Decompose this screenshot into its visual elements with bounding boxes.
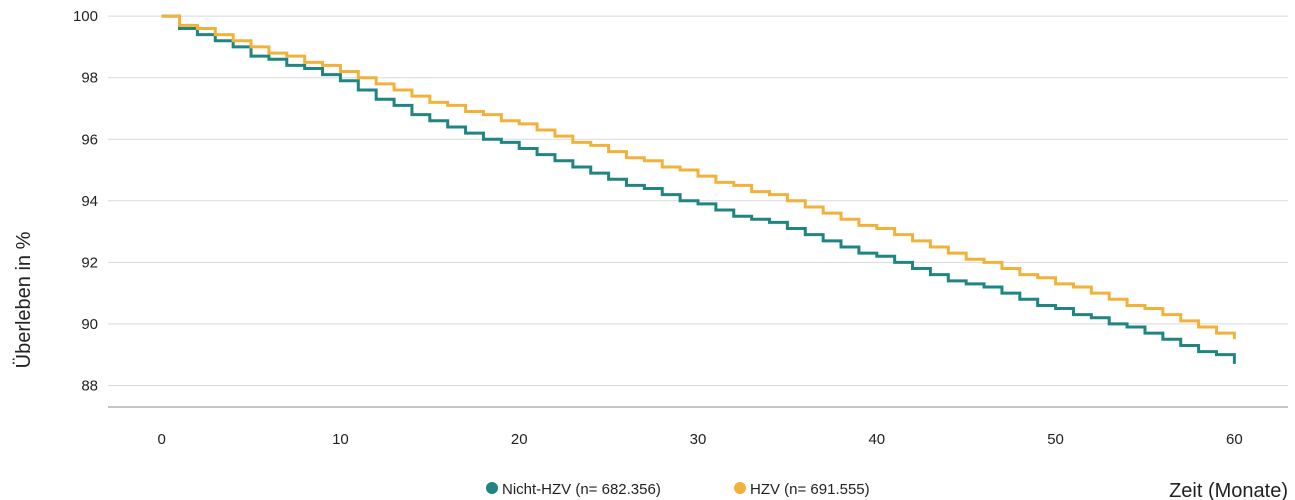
y-tick-label: 96 <box>81 131 98 148</box>
legend-label-nicht-hzv: Nicht-HZV (n= 682.356) <box>502 481 661 498</box>
series-line-hzv <box>161 14 1236 340</box>
x-tick-label: 20 <box>511 431 528 448</box>
x-tick-label: 40 <box>868 431 885 448</box>
x-tick-label: 60 <box>1226 431 1243 448</box>
series-layer <box>161 14 1236 364</box>
legend-marker-hzv <box>734 482 746 494</box>
legend-label-hzv: HZV (n= 691.555) <box>750 481 870 498</box>
y-axis-label: Überleben in % <box>13 231 35 368</box>
x-tick-label: 0 <box>157 431 165 448</box>
y-tick-label: 90 <box>81 316 98 333</box>
x-axis-label: Zeit (Monate) <box>1169 480 1288 500</box>
series-line-nicht-hzv <box>161 14 1236 364</box>
y-tick-label: 92 <box>81 254 98 271</box>
y-axis-ticks: 88 90 92 94 96 98 100 <box>73 8 98 394</box>
x-tick-label: 50 <box>1047 431 1064 448</box>
y-tick-label: 88 <box>81 377 98 394</box>
legend-marker-nicht-hzv <box>486 482 498 494</box>
gridlines <box>108 15 1288 386</box>
y-tick-label: 94 <box>81 193 98 210</box>
legend: Nicht-HZV (n= 682.356) HZV (n= 691.555) <box>486 481 870 498</box>
y-tick-label: 100 <box>73 8 98 25</box>
x-tick-label: 10 <box>332 431 349 448</box>
x-axis-ticks: 0 10 20 30 40 50 60 <box>157 431 1242 448</box>
y-tick-label: 98 <box>81 70 98 87</box>
x-tick-label: 30 <box>690 431 707 448</box>
